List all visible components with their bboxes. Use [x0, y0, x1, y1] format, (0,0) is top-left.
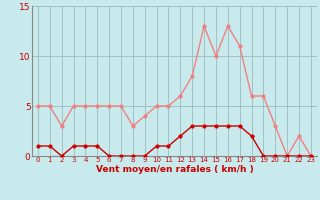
- X-axis label: Vent moyen/en rafales ( km/h ): Vent moyen/en rafales ( km/h ): [96, 165, 253, 174]
